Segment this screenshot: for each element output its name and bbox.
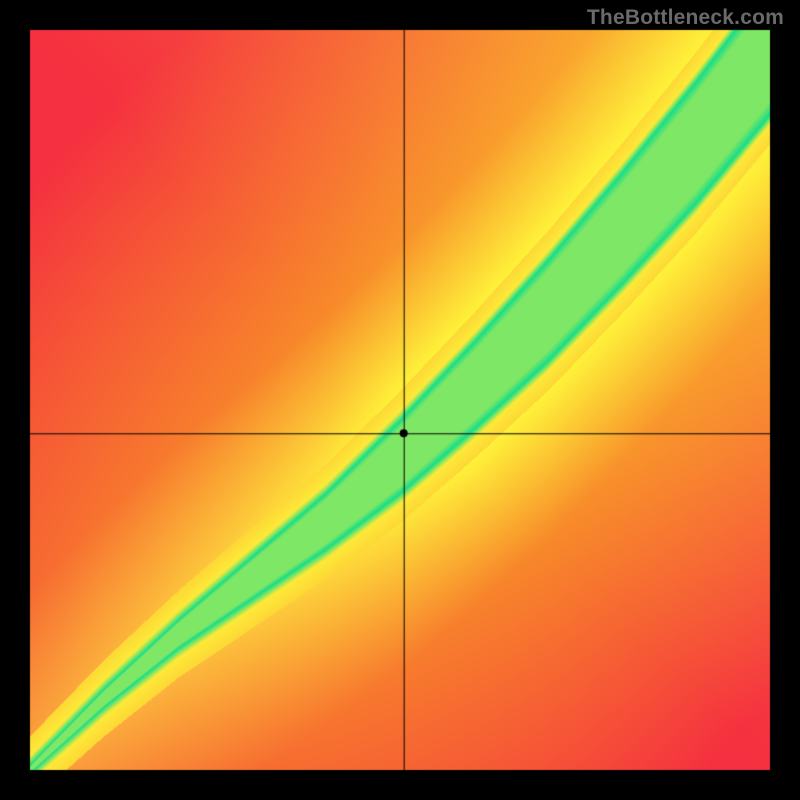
- heatmap-canvas: [0, 0, 800, 800]
- watermark-text: TheBottleneck.com: [587, 6, 784, 30]
- chart-container: TheBottleneck.com: [0, 0, 800, 800]
